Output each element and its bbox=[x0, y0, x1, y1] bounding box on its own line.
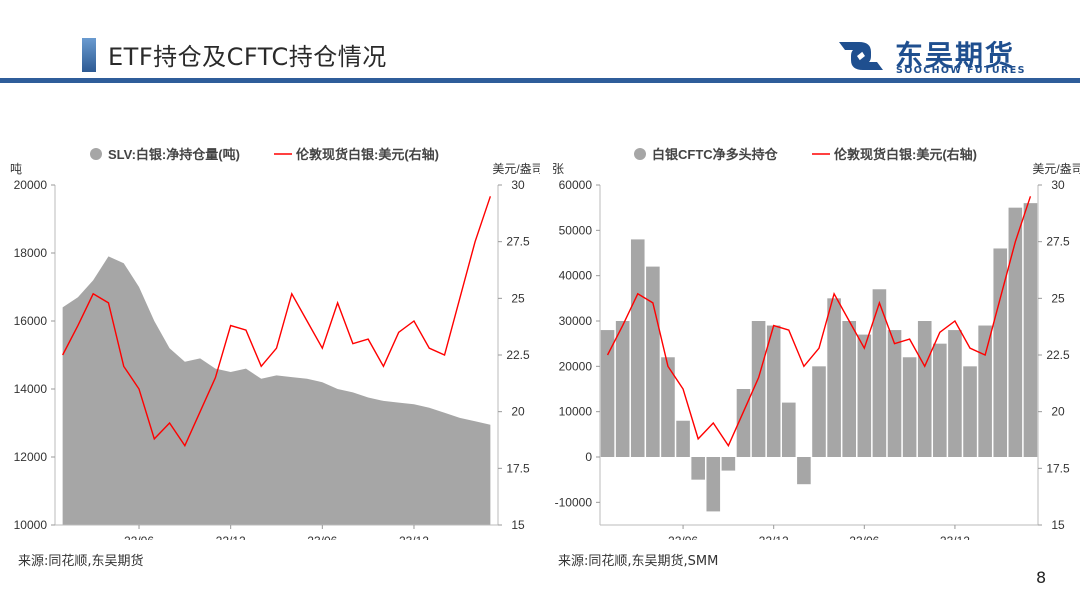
y-left-unit-label: 张 bbox=[552, 162, 564, 176]
cftc-net-long-bar bbox=[842, 321, 857, 457]
cftc-net-long-bar bbox=[993, 248, 1008, 457]
chart-source-right: 来源:同花顺,东吴期货,SMM bbox=[558, 554, 719, 569]
chart-source-left: 来源:同花顺,东吴期货 bbox=[18, 554, 144, 569]
cftc-net-long-bar bbox=[978, 325, 992, 457]
cftc-net-long-bar bbox=[917, 321, 932, 457]
cftc-net-long-bar bbox=[1023, 203, 1038, 457]
cftc-net-long-bar bbox=[781, 402, 796, 457]
cftc-net-long-bar bbox=[736, 389, 751, 457]
y-right-tick-label: 30 bbox=[511, 178, 525, 192]
cftc-net-long-bar bbox=[857, 334, 872, 457]
legend-bar-label: SLV:白银:净持仓量(吨) bbox=[108, 147, 240, 162]
silver-price-line bbox=[606, 196, 1032, 448]
cftc-net-long-bar bbox=[1008, 207, 1023, 457]
cftc-net-long-bar bbox=[948, 330, 962, 457]
chart-slv-holdings: SLV:白银:净持仓量(吨) 伦敦现货白银:美元(右轴) 吨 美元/盎司 10000 12… bbox=[0, 140, 544, 548]
y-right-tick-label: 15 bbox=[1051, 518, 1065, 532]
x-tick-label: 23/12 bbox=[940, 534, 970, 540]
cftc-net-long-bar bbox=[706, 457, 721, 512]
y-right-unit-label: 美元/盎司 bbox=[1032, 162, 1080, 176]
y-left-tick-label: 10000 bbox=[559, 405, 593, 419]
cftc-net-long-bar bbox=[615, 321, 630, 457]
y-left-tick-label: 16000 bbox=[14, 314, 48, 328]
y-left-tick-label: 50000 bbox=[559, 223, 593, 237]
cftc-net-long-bar bbox=[661, 357, 675, 457]
cftc-net-long-bar bbox=[630, 239, 645, 457]
y-left-tick-label: 40000 bbox=[559, 269, 593, 283]
y-right-tick-label: 17.5 bbox=[1046, 461, 1070, 475]
title-accent-bar bbox=[82, 38, 96, 72]
cftc-net-long-bar bbox=[797, 457, 811, 485]
legend-bar-label: 白银CFTC净多头持仓 bbox=[652, 147, 779, 162]
y-left-tick-label: 20000 bbox=[559, 359, 593, 373]
x-tick-label: 22/12 bbox=[759, 534, 789, 540]
chart-cftc-svg: 白银CFTC净多头持仓 伦敦现货白银:美元(右轴) 张 美元/盎司 -10000 0 100… bbox=[552, 147, 1080, 548]
legend-line-label: 伦敦现货白银:美元(右轴) bbox=[296, 147, 439, 162]
y-right-tick-label: 20 bbox=[1051, 405, 1065, 419]
chart-cftc-positions: 白银CFTC净多头持仓 伦敦现货白银:美元(右轴) 张 美元/盎司 -10000 0 100… bbox=[540, 140, 1080, 548]
x-tick-label: 23/12 bbox=[399, 534, 429, 540]
header-divider bbox=[0, 78, 1080, 83]
cftc-net-long-bar bbox=[721, 457, 736, 471]
logo-mark-icon bbox=[839, 42, 883, 70]
page-title: ETF持仓及CFTC持仓情况 bbox=[108, 43, 387, 71]
y-right-tick-label: 20 bbox=[511, 405, 525, 419]
cftc-net-long-bar bbox=[902, 357, 917, 457]
legend-bar-swatch bbox=[90, 148, 102, 160]
y-left-tick-label: 18000 bbox=[14, 246, 48, 260]
y-right-tick-label: 17.5 bbox=[506, 461, 530, 475]
x-tick-label: 22/06 bbox=[124, 534, 154, 540]
logo-english-text: SOOCHOW FUTURES bbox=[896, 65, 1026, 76]
y-right-tick-label: 25 bbox=[511, 291, 525, 305]
legend-line-label: 伦敦现货白银:美元(右轴) bbox=[834, 147, 977, 162]
y-left-tick-label: 12000 bbox=[14, 450, 48, 464]
cftc-net-long-bar bbox=[963, 366, 977, 457]
cftc-net-long-bar bbox=[827, 298, 841, 457]
y-left-tick-label: 30000 bbox=[559, 314, 593, 328]
cftc-net-long-bar bbox=[751, 321, 766, 457]
y-right-tick-label: 15 bbox=[511, 518, 525, 532]
y-left-unit-label: 吨 bbox=[10, 162, 22, 176]
slv-holdings-area bbox=[62, 256, 491, 525]
y-right-tick-label: 27.5 bbox=[1046, 235, 1070, 249]
silver-price-line bbox=[62, 196, 492, 448]
x-tick-label: 22/12 bbox=[216, 534, 246, 540]
y-right-tick-label: 22.5 bbox=[506, 348, 530, 362]
company-logo: 东吴期货 SOOCHOW FUTURES bbox=[835, 34, 1050, 78]
cftc-net-long-bar bbox=[646, 266, 660, 457]
legend-bar-swatch bbox=[634, 148, 646, 160]
y-left-tick-label: 10000 bbox=[14, 518, 48, 532]
y-right-tick-label: 27.5 bbox=[506, 235, 530, 249]
cftc-net-long-bar bbox=[812, 366, 826, 457]
y-left-tick-label: 20000 bbox=[14, 178, 48, 192]
y-left-tick-label: 0 bbox=[585, 450, 592, 464]
cftc-net-long-bar bbox=[887, 330, 902, 457]
x-tick-label: 22/06 bbox=[668, 534, 698, 540]
y-right-unit-label: 美元/盎司 bbox=[492, 162, 540, 176]
y-left-tick-label: -10000 bbox=[555, 495, 593, 509]
chart-slv-svg: SLV:白银:净持仓量(吨) 伦敦现货白银:美元(右轴) 吨 美元/盎司 10000 12… bbox=[10, 147, 544, 548]
cftc-net-long-bar bbox=[691, 457, 705, 480]
page-number: 8 bbox=[1036, 568, 1047, 587]
x-tick-label: 23/06 bbox=[307, 534, 337, 540]
logo-chinese-text: 东吴期货 bbox=[895, 39, 1016, 72]
cftc-net-long-bar bbox=[766, 325, 781, 457]
y-right-tick-label: 25 bbox=[1051, 291, 1065, 305]
cftc-net-long-bar bbox=[872, 289, 887, 457]
y-left-tick-label: 60000 bbox=[559, 178, 593, 192]
cftc-net-long-bar bbox=[933, 343, 947, 457]
y-left-tick-label: 14000 bbox=[14, 382, 48, 396]
x-tick-label: 23/06 bbox=[849, 534, 879, 540]
cftc-net-long-bar bbox=[676, 420, 690, 457]
y-right-tick-label: 30 bbox=[1051, 178, 1065, 192]
cftc-net-long-bar bbox=[600, 330, 615, 457]
y-right-tick-label: 22.5 bbox=[1046, 348, 1070, 362]
